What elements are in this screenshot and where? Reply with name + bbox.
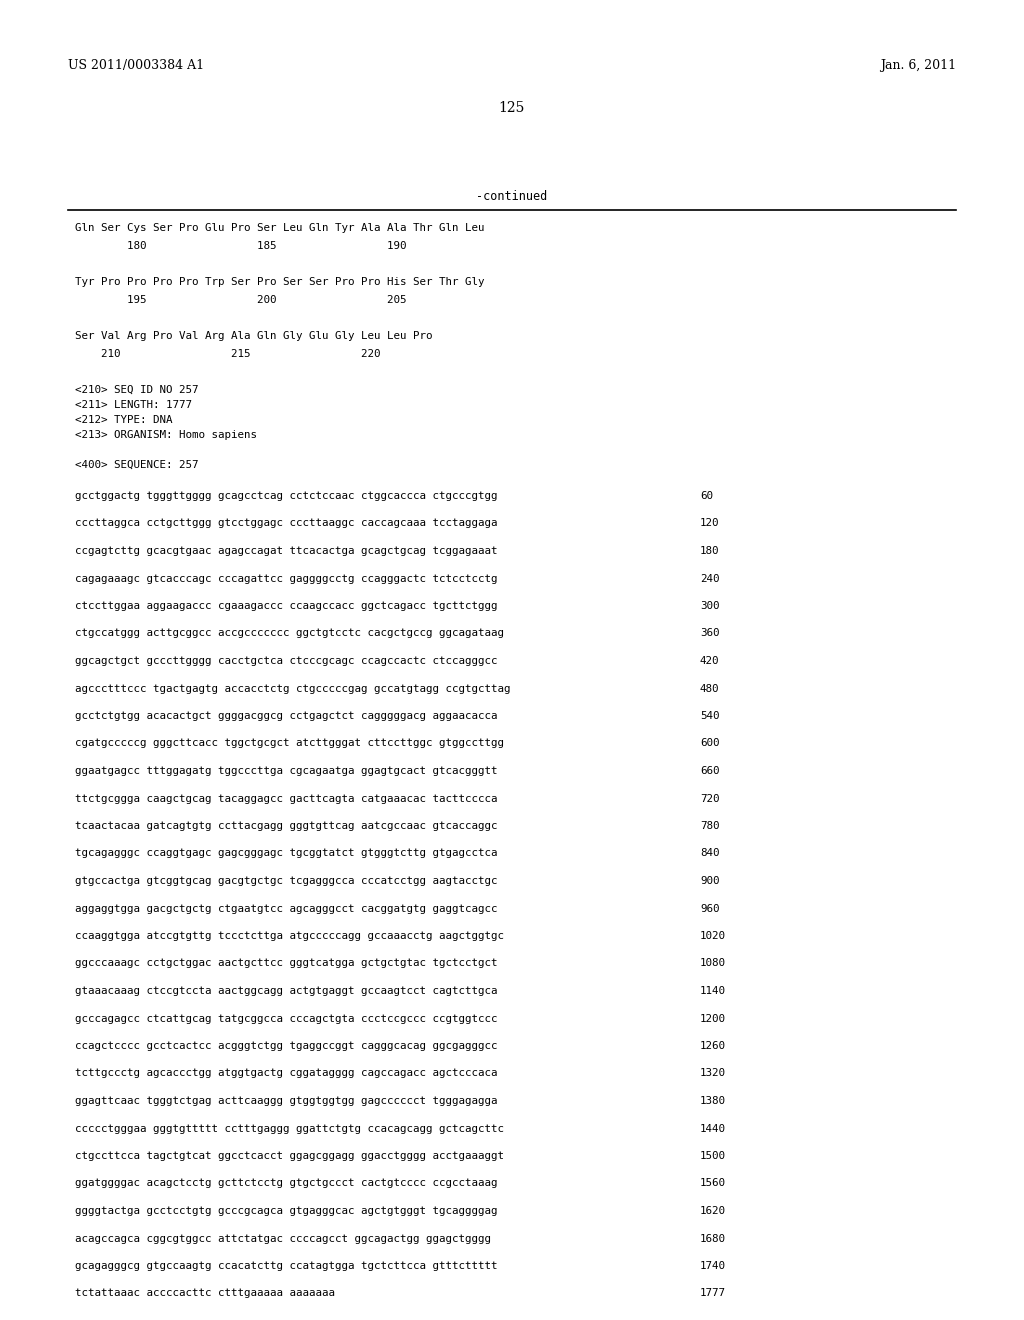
Text: aggaggtgga gacgctgctg ctgaatgtcc agcagggcct cacggatgtg gaggtcagcc: aggaggtgga gacgctgctg ctgaatgtcc agcaggg… <box>75 903 498 913</box>
Text: 1680: 1680 <box>700 1233 726 1243</box>
Text: tcttgccctg agcaccctgg atggtgactg cggatagggg cagccagacc agctcccaca: tcttgccctg agcaccctgg atggtgactg cggatag… <box>75 1068 498 1078</box>
Text: 420: 420 <box>700 656 720 667</box>
Text: 1140: 1140 <box>700 986 726 997</box>
Text: 1440: 1440 <box>700 1123 726 1134</box>
Text: ggcccaaagc cctgctggac aactgcttcc gggtcatgga gctgctgtac tgctcctgct: ggcccaaagc cctgctggac aactgcttcc gggtcat… <box>75 958 498 969</box>
Text: ggatggggac acagctcctg gcttctcctg gtgctgccct cactgtcccc ccgcctaaag: ggatggggac acagctcctg gcttctcctg gtgctgc… <box>75 1179 498 1188</box>
Text: <211> LENGTH: 1777: <211> LENGTH: 1777 <box>75 400 193 411</box>
Text: ctgccatggg acttgcggcc accgccccccc ggctgtcctc cacgctgccg ggcagataag: ctgccatggg acttgcggcc accgccccccc ggctgt… <box>75 628 504 639</box>
Text: 1260: 1260 <box>700 1041 726 1051</box>
Text: gcagagggcg gtgccaagtg ccacatcttg ccatagtgga tgctcttcca gtttcttttt: gcagagggcg gtgccaagtg ccacatcttg ccatagt… <box>75 1261 498 1271</box>
Text: ccgagtcttg gcacgtgaac agagccagat ttcacactga gcagctgcag tcggagaaat: ccgagtcttg gcacgtgaac agagccagat ttcacac… <box>75 546 498 556</box>
Text: 660: 660 <box>700 766 720 776</box>
Text: <212> TYPE: DNA: <212> TYPE: DNA <box>75 414 172 425</box>
Text: 180: 180 <box>700 546 720 556</box>
Text: 125: 125 <box>499 102 525 115</box>
Text: 600: 600 <box>700 738 720 748</box>
Text: 60: 60 <box>700 491 713 502</box>
Text: ggaatgagcc tttggagatg tggcccttga cgcagaatga ggagtgcact gtcacgggtt: ggaatgagcc tttggagatg tggcccttga cgcagaa… <box>75 766 498 776</box>
Text: <400> SEQUENCE: 257: <400> SEQUENCE: 257 <box>75 459 199 470</box>
Text: 360: 360 <box>700 628 720 639</box>
Text: <213> ORGANISM: Homo sapiens: <213> ORGANISM: Homo sapiens <box>75 430 257 440</box>
Text: 480: 480 <box>700 684 720 693</box>
Text: ccaaggtgga atccgtgttg tccctcttga atgcccccagg gccaaacctg aagctggtgc: ccaaggtgga atccgtgttg tccctcttga atgcccc… <box>75 931 504 941</box>
Text: gcctctgtgg acacactgct ggggacggcg cctgagctct cagggggacg aggaacacca: gcctctgtgg acacactgct ggggacggcg cctgagc… <box>75 711 498 721</box>
Text: acagccagca cggcgtggcc attctatgac ccccagcct ggcagactgg ggagctgggg: acagccagca cggcgtggcc attctatgac ccccagc… <box>75 1233 490 1243</box>
Text: gcccagagcc ctcattgcag tatgcggcca cccagctgta ccctccgccc ccgtggtccc: gcccagagcc ctcattgcag tatgcggcca cccagct… <box>75 1014 498 1023</box>
Text: Ser Val Arg Pro Val Arg Ala Gln Gly Glu Gly Leu Leu Pro: Ser Val Arg Pro Val Arg Ala Gln Gly Glu … <box>75 331 432 341</box>
Text: 840: 840 <box>700 849 720 858</box>
Text: tgcagagggc ccaggtgagc gagcgggagc tgcggtatct gtgggtcttg gtgagcctca: tgcagagggc ccaggtgagc gagcgggagc tgcggta… <box>75 849 498 858</box>
Text: 1320: 1320 <box>700 1068 726 1078</box>
Text: 1560: 1560 <box>700 1179 726 1188</box>
Text: ccccctgggaa gggtgttttt cctttgaggg ggattctgtg ccacagcagg gctcagcttc: ccccctgggaa gggtgttttt cctttgaggg ggattc… <box>75 1123 504 1134</box>
Text: <210> SEQ ID NO 257: <210> SEQ ID NO 257 <box>75 385 199 395</box>
Text: Jan. 6, 2011: Jan. 6, 2011 <box>880 58 956 71</box>
Text: 1020: 1020 <box>700 931 726 941</box>
Text: 960: 960 <box>700 903 720 913</box>
Text: 1777: 1777 <box>700 1288 726 1299</box>
Text: ctccttggaa aggaagaccc cgaaagaccc ccaagccacc ggctcagacc tgcttctggg: ctccttggaa aggaagaccc cgaaagaccc ccaagcc… <box>75 601 498 611</box>
Text: ccagctcccc gcctcactcc acgggtctgg tgaggccggt cagggcacag ggcgagggcc: ccagctcccc gcctcactcc acgggtctgg tgaggcc… <box>75 1041 498 1051</box>
Text: agccctttccc tgactgagtg accacctctg ctgcccccgag gccatgtagg ccgtgcttag: agccctttccc tgactgagtg accacctctg ctgccc… <box>75 684 511 693</box>
Text: ctgccttcca tagctgtcat ggcctcacct ggagcggagg ggacctgggg acctgaaaggt: ctgccttcca tagctgtcat ggcctcacct ggagcgg… <box>75 1151 504 1162</box>
Text: 120: 120 <box>700 519 720 528</box>
Text: 900: 900 <box>700 876 720 886</box>
Text: gtgccactga gtcggtgcag gacgtgctgc tcgagggcca cccatcctgg aagtacctgc: gtgccactga gtcggtgcag gacgtgctgc tcgaggg… <box>75 876 498 886</box>
Text: Gln Ser Cys Ser Pro Glu Pro Ser Leu Gln Tyr Ala Ala Thr Gln Leu: Gln Ser Cys Ser Pro Glu Pro Ser Leu Gln … <box>75 223 484 234</box>
Text: gcctggactg tgggttgggg gcagcctcag cctctccaac ctggcaccca ctgcccgtgg: gcctggactg tgggttgggg gcagcctcag cctctcc… <box>75 491 498 502</box>
Text: 1080: 1080 <box>700 958 726 969</box>
Text: ggcagctgct gcccttgggg cacctgctca ctcccgcagc ccagccactc ctccagggcc: ggcagctgct gcccttgggg cacctgctca ctcccgc… <box>75 656 498 667</box>
Text: 1740: 1740 <box>700 1261 726 1271</box>
Text: tcaactacaa gatcagtgtg ccttacgagg gggtgttcag aatcgccaac gtcaccaggc: tcaactacaa gatcagtgtg ccttacgagg gggtgtt… <box>75 821 498 832</box>
Text: US 2011/0003384 A1: US 2011/0003384 A1 <box>68 58 204 71</box>
Text: ttctgcggga caagctgcag tacaggagcc gacttcagta catgaaacac tacttcccca: ttctgcggga caagctgcag tacaggagcc gacttca… <box>75 793 498 804</box>
Text: 720: 720 <box>700 793 720 804</box>
Text: gtaaacaaag ctccgtccta aactggcagg actgtgaggt gccaagtcct cagtcttgca: gtaaacaaag ctccgtccta aactggcagg actgtga… <box>75 986 498 997</box>
Text: 1500: 1500 <box>700 1151 726 1162</box>
Text: -continued: -continued <box>476 190 548 202</box>
Text: 780: 780 <box>700 821 720 832</box>
Text: cagagaaagc gtcacccagc cccagattcc gaggggcctg ccagggactc tctcctcctg: cagagaaagc gtcacccagc cccagattcc gaggggc… <box>75 573 498 583</box>
Text: cccttaggca cctgcttggg gtcctggagc cccttaaggc caccagcaaa tcctaggaga: cccttaggca cctgcttggg gtcctggagc cccttaa… <box>75 519 498 528</box>
Text: 180                 185                 190: 180 185 190 <box>75 242 407 251</box>
Text: 1200: 1200 <box>700 1014 726 1023</box>
Text: 210                 215                 220: 210 215 220 <box>75 348 381 359</box>
Text: tctattaaac accccacttc ctttgaaaaa aaaaaaa: tctattaaac accccacttc ctttgaaaaa aaaaaaa <box>75 1288 335 1299</box>
Text: ggagttcaac tgggtctgag acttcaaggg gtggtggtgg gagcccccct tgggagagga: ggagttcaac tgggtctgag acttcaaggg gtggtgg… <box>75 1096 498 1106</box>
Text: 1380: 1380 <box>700 1096 726 1106</box>
Text: 300: 300 <box>700 601 720 611</box>
Text: cgatgcccccg gggcttcacc tggctgcgct atcttgggat cttccttggc gtggccttgg: cgatgcccccg gggcttcacc tggctgcgct atcttg… <box>75 738 504 748</box>
Text: ggggtactga gcctcctgtg gcccgcagca gtgagggcac agctgtgggt tgcaggggag: ggggtactga gcctcctgtg gcccgcagca gtgaggg… <box>75 1206 498 1216</box>
Text: 240: 240 <box>700 573 720 583</box>
Text: 195                 200                 205: 195 200 205 <box>75 294 407 305</box>
Text: 540: 540 <box>700 711 720 721</box>
Text: 1620: 1620 <box>700 1206 726 1216</box>
Text: Tyr Pro Pro Pro Pro Trp Ser Pro Ser Ser Pro Pro His Ser Thr Gly: Tyr Pro Pro Pro Pro Trp Ser Pro Ser Ser … <box>75 277 484 286</box>
